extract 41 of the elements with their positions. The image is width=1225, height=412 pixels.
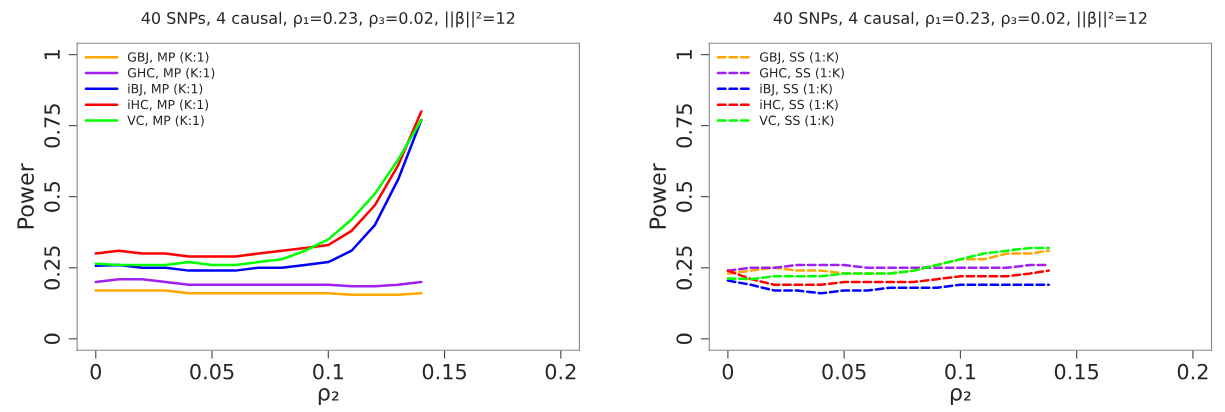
x-tick-label: 0.2 (545, 363, 576, 380)
chart-title: 40 SNPs, 4 causal, ρ₁=0.23, ρ₃=0.02, ||β||²=12 (773, 11, 1147, 28)
legend-label: iBJ, MP (K:1) (128, 83, 203, 96)
x-tick-label: 0.1 (313, 363, 343, 380)
legend-label: iHC, SS (1:K) (760, 99, 838, 111)
y-tick-label: 0 (676, 333, 693, 345)
y-tick-label: 0.25 (44, 246, 60, 290)
x-tick-label: 0.1 (945, 363, 976, 380)
y-tick-label: 0.5 (44, 181, 60, 212)
x-tick-label: 0.05 (822, 363, 866, 380)
y-tick-label: 0.75 (44, 104, 60, 148)
y-tick-label: 1 (44, 49, 60, 59)
x-tick-label: 0 (722, 363, 734, 380)
line-series (726, 246, 1051, 281)
line-series (726, 249, 1051, 275)
line-series (726, 279, 1051, 295)
y-tick-label: 0.5 (676, 181, 693, 212)
y-tick-label: 0.75 (676, 104, 693, 148)
x-axis-title: ρ₂ (318, 388, 339, 406)
y-tick-label: 0.25 (676, 246, 693, 290)
y-axis-title: Power (17, 163, 34, 229)
x-tick-label: 0.2 (1177, 363, 1208, 380)
legend-label: VC, MP (K:1) (127, 115, 204, 127)
legend-label: VC, SS (1:K) (759, 115, 834, 127)
x-tick-label: 0.15 (1054, 363, 1099, 380)
legend-label: GHC, MP (K:1) (127, 67, 215, 79)
x-tick-label: 0.05 (190, 363, 234, 380)
legend-label: GBJ, MP (K:1) (127, 52, 209, 65)
legend-label: iBJ, SS (1:K) (760, 83, 832, 96)
y-tick-label: 1 (676, 49, 692, 59)
chart-title: 40 SNPs, 4 causal, ρ₁=0.23, ρ₃=0.02, ||β||²=12 (141, 11, 515, 28)
x-tick-label: 0.15 (422, 363, 466, 380)
legend-label: iHC, MP (K:1) (128, 99, 209, 111)
x-axis-title: ρ₂ (950, 388, 971, 406)
legend-label: GBJ, SS (1:K) (759, 52, 839, 65)
line-series (94, 277, 423, 288)
y-axis-title: Power (649, 163, 667, 229)
y-tick-label: 0 (44, 333, 60, 345)
legend-label: GHC, SS (1:K) (759, 67, 844, 79)
line-series (726, 269, 1051, 287)
x-tick-label: 0 (90, 363, 102, 380)
